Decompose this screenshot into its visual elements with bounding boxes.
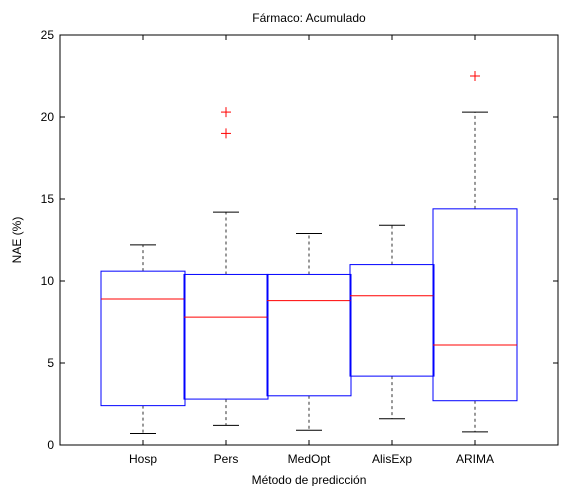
y-tick-label: 5: [47, 356, 54, 370]
x-axis-label: Método de predicción: [252, 473, 367, 486]
axes-frame: [59, 34, 559, 446]
x-tick-label: ARIMA: [456, 452, 494, 466]
box-arima: [432, 208, 518, 402]
x-tick-label: Pers: [214, 452, 239, 466]
box-medopt: [266, 273, 352, 397]
x-tick-label: AlisExp: [372, 452, 412, 466]
x-tick-label: Hosp: [129, 452, 157, 466]
y-tick-label: 25: [41, 28, 55, 42]
y-tick-label: 0: [47, 438, 54, 452]
y-tick-label: 10: [41, 274, 55, 288]
chart-title: Fármaco: Acumulado: [252, 11, 366, 25]
box-alisexp: [349, 264, 435, 377]
box-pers: [183, 273, 269, 400]
box-hosp: [100, 270, 186, 407]
y-tick-label: 15: [41, 192, 55, 206]
y-tick-label: 20: [41, 110, 55, 124]
plot-area: 0 5 10 15 20 25 Hosp Pers MedOpt AlisExp ARIMA: [41, 28, 559, 466]
x-tick-label: MedOpt: [288, 452, 331, 466]
y-axis-label: NAE (%): [10, 217, 24, 264]
